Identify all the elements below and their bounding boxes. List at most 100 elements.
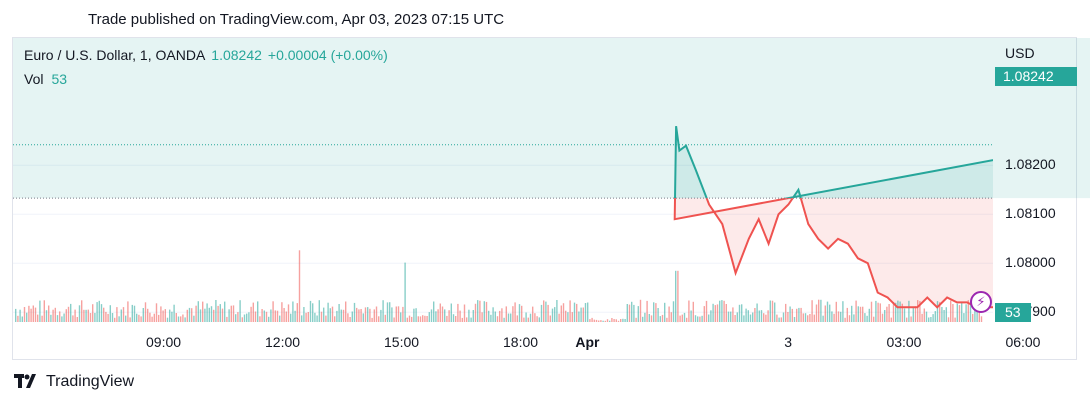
volume-bar <box>239 300 241 322</box>
volume-bar <box>283 308 285 322</box>
volume-bar <box>59 311 61 322</box>
volume-bar <box>668 306 670 322</box>
volume-bar <box>254 311 257 322</box>
volume-bar <box>261 309 263 322</box>
volume-bar <box>15 308 17 322</box>
volume-bar <box>653 302 655 322</box>
volume-bar <box>567 312 569 322</box>
volume-bar <box>21 316 23 322</box>
volume-bar <box>323 307 325 322</box>
volume-bar <box>628 304 631 322</box>
volume-bar <box>85 309 87 322</box>
volume-bar <box>26 312 28 322</box>
volume-bar <box>873 316 875 322</box>
volume-bar <box>232 305 235 322</box>
volume-bar <box>213 309 215 322</box>
volume-bar <box>930 317 932 322</box>
symbol-name: Euro / U.S. Dollar, 1, OANDA <box>24 47 206 63</box>
volume-bar <box>287 304 290 322</box>
volume-bar <box>485 301 488 322</box>
volume-bar <box>281 302 283 322</box>
volume-bar <box>89 313 92 322</box>
volume-bar <box>609 320 611 322</box>
volume-bar <box>422 315 424 322</box>
volume-bar <box>716 304 719 322</box>
volume-bar <box>215 300 217 322</box>
volume-bar <box>230 305 232 322</box>
volume-bar <box>635 317 637 322</box>
volume-bar <box>204 308 206 322</box>
volume-bar <box>829 304 831 322</box>
volume-bar <box>373 309 375 322</box>
volume-bar <box>859 306 862 322</box>
volume-bar <box>61 316 63 322</box>
volume-bar <box>712 303 714 322</box>
volume-bar <box>558 313 560 322</box>
volume-bar <box>138 314 140 322</box>
volume-bar <box>851 305 853 322</box>
volume-bar <box>666 317 668 322</box>
volume-bar <box>241 317 243 322</box>
volume-bar <box>776 314 778 322</box>
volume-bar <box>921 313 923 322</box>
volume-bar <box>259 316 261 322</box>
volume-bar <box>149 312 151 322</box>
volume-bar <box>917 300 919 322</box>
volume-bar <box>661 314 664 322</box>
volume-bar <box>846 307 848 322</box>
volume-bar <box>72 315 74 322</box>
volume-bar <box>147 308 149 322</box>
volume-bar <box>252 302 254 322</box>
volume-bar <box>171 311 173 322</box>
volume-bar <box>727 311 730 322</box>
volume-bar <box>708 314 710 322</box>
volume-bar <box>690 310 692 322</box>
volume-bar <box>472 310 474 322</box>
volume-bar <box>941 307 943 322</box>
volume-bar <box>494 311 496 322</box>
volume-bar <box>499 310 501 322</box>
volume-bar <box>316 315 318 322</box>
volume-bar <box>972 313 974 322</box>
volume-bar <box>532 306 534 322</box>
volume-bar <box>413 308 415 322</box>
volume-bar <box>468 309 470 322</box>
volume-bar <box>463 304 466 322</box>
volume-bar <box>19 309 21 322</box>
volume-bar <box>309 300 312 322</box>
volume-bar <box>424 315 426 322</box>
volume-bar <box>303 307 305 322</box>
volume-bar <box>892 302 895 322</box>
volume-bar <box>129 317 131 322</box>
volume-bar <box>393 317 395 322</box>
published-caption: Trade published on TradingView.com, Apr … <box>88 11 505 28</box>
volume-bar <box>796 308 798 322</box>
volume-bar <box>562 303 565 322</box>
volume-bar <box>903 308 906 322</box>
volume-bar <box>870 301 873 322</box>
volume-bar <box>356 307 358 322</box>
volume-bar <box>939 302 941 322</box>
volume-bar <box>780 317 782 322</box>
lightning-icon[interactable]: ⚡ <box>970 291 992 313</box>
volume-bar <box>901 303 903 322</box>
volume-bar <box>417 316 419 322</box>
price-lines <box>673 125 993 309</box>
volume-bar <box>584 303 587 322</box>
volume-bar <box>351 311 353 322</box>
volume-bar <box>556 300 558 322</box>
volume-bar <box>54 307 56 322</box>
last-price-tag: 1.08242 <box>995 67 1077 86</box>
volume-bar <box>349 317 351 322</box>
volume-bar <box>70 303 72 322</box>
volume-bar <box>329 308 331 322</box>
volume-bar <box>177 316 180 322</box>
volume-bar <box>217 305 219 322</box>
volume-bar <box>657 308 659 322</box>
volume-bar <box>626 304 628 322</box>
volume-bar <box>48 305 50 322</box>
volume-bar <box>386 302 389 322</box>
volume-bar <box>144 302 147 322</box>
volume-bar <box>378 316 380 322</box>
